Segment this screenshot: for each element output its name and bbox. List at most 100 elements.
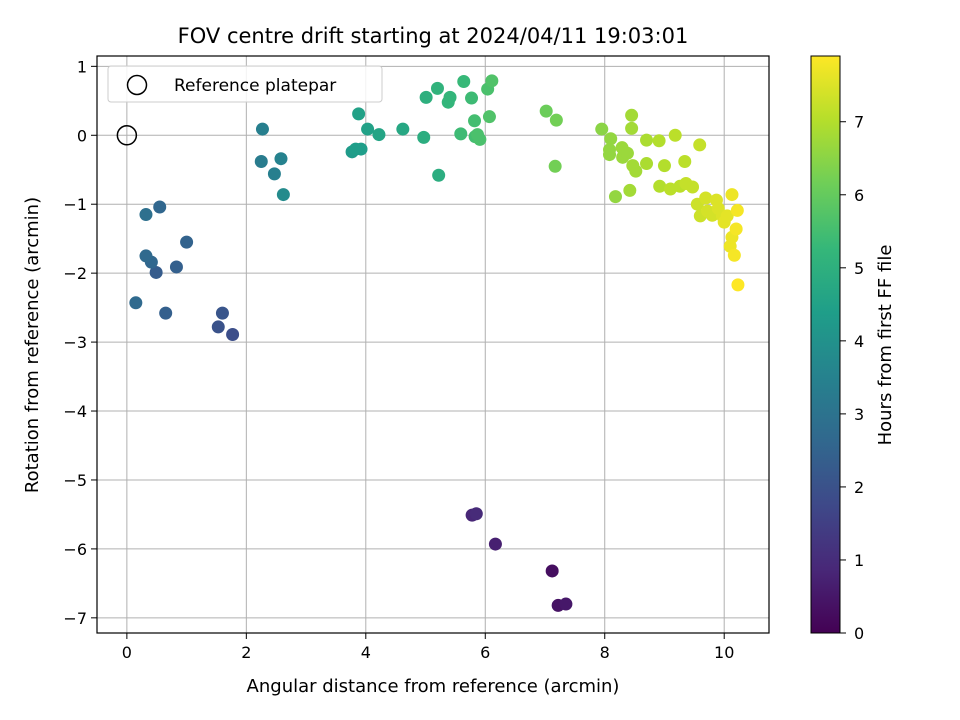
data-point — [372, 128, 386, 142]
legend-label: Reference platepar — [174, 76, 336, 96]
colorbar-tick-label: 4 — [854, 332, 864, 351]
data-point — [274, 152, 288, 166]
data-point — [693, 138, 707, 152]
data-point — [488, 537, 502, 551]
y-tick-label: 1 — [77, 57, 87, 76]
chart-title: FOV centre drift starting at 2024/04/11 … — [178, 24, 689, 48]
colorbar-tick-label: 0 — [854, 624, 864, 643]
x-axis: 0 2 4 6 8 10 — [122, 633, 734, 662]
data-point — [729, 222, 743, 236]
data-point — [457, 75, 471, 89]
data-point — [549, 113, 563, 127]
y-tick-label: −6 — [63, 540, 87, 559]
data-point — [482, 110, 496, 124]
data-point — [149, 265, 163, 279]
colorbar-tick-label: 1 — [854, 551, 864, 570]
x-tick-label: 4 — [361, 643, 371, 662]
data-point — [725, 188, 739, 202]
legend: Reference platepar — [107, 65, 383, 103]
data-point — [361, 122, 375, 136]
colorbar-tick-label: 7 — [854, 113, 864, 132]
data-point — [559, 597, 573, 611]
data-point — [731, 278, 745, 292]
data-point — [620, 146, 634, 160]
x-tick-label: 8 — [600, 643, 610, 662]
data-point — [699, 191, 713, 205]
colorbar-tick-label: 5 — [854, 259, 864, 278]
data-point — [255, 122, 269, 136]
data-point — [485, 74, 499, 88]
data-point — [139, 208, 153, 222]
y-tick-label: −2 — [63, 264, 87, 283]
data-point — [354, 142, 368, 156]
data-point — [443, 90, 457, 104]
scatter-series — [129, 74, 745, 612]
reference-marker — [116, 125, 138, 146]
data-point — [608, 190, 622, 204]
data-point — [471, 128, 485, 142]
x-tick-label: 0 — [122, 643, 132, 662]
data-point — [419, 90, 433, 104]
data-point — [139, 249, 153, 263]
data-point — [226, 328, 240, 342]
plot-grid — [97, 56, 769, 633]
data-point — [276, 188, 290, 202]
data-point — [640, 157, 654, 171]
colorbar-gradient — [810, 55, 841, 634]
legend-box — [107, 65, 383, 103]
y-tick-label: −1 — [63, 195, 87, 214]
data-point — [727, 248, 741, 262]
reference-platepar-point — [116, 125, 138, 146]
data-point — [720, 209, 734, 223]
data-point — [417, 130, 431, 144]
data-point — [180, 235, 194, 249]
data-point — [469, 507, 483, 521]
data-point — [169, 260, 183, 274]
data-point — [686, 180, 700, 194]
colorbar-tick-label: 6 — [854, 186, 864, 205]
data-point — [604, 132, 618, 146]
data-point — [678, 154, 692, 168]
data-point — [267, 167, 281, 181]
x-tick-label: 10 — [714, 643, 734, 662]
data-point — [603, 148, 617, 162]
x-axis-label: Angular distance from reference (arcmin) — [247, 676, 620, 697]
data-point — [430, 81, 444, 95]
data-point — [432, 168, 446, 182]
data-point — [545, 564, 559, 578]
data-point — [668, 128, 682, 142]
data-point — [629, 164, 643, 178]
data-point — [640, 133, 654, 147]
y-tick-label: −4 — [63, 402, 87, 421]
data-point — [625, 108, 639, 122]
y-tick-label: −3 — [63, 333, 87, 352]
data-point — [159, 306, 173, 320]
y-axis-label: Rotation from reference (arcmin) — [22, 197, 43, 493]
y-tick-label: −7 — [63, 609, 87, 628]
colorbar-label: Hours from first FF file — [875, 245, 896, 446]
data-point — [454, 127, 468, 141]
data-point — [215, 306, 229, 320]
data-point — [548, 159, 562, 173]
data-point — [653, 179, 667, 193]
colorbar-ticks: 0 1 2 3 4 5 6 7 — [840, 113, 864, 643]
data-point — [465, 91, 479, 105]
data-point — [730, 203, 744, 217]
data-point — [254, 154, 268, 168]
data-point — [652, 134, 666, 148]
legend-reference-marker — [126, 74, 148, 96]
y-axis: 1 0 −1 −2 −3 −4 −5 −6 −7 — [63, 57, 97, 628]
data-point — [657, 159, 671, 173]
data-point — [129, 296, 143, 310]
data-point — [539, 104, 553, 118]
colorbar-tick-label: 3 — [854, 405, 864, 424]
data-point — [211, 320, 225, 334]
data-point — [352, 107, 366, 121]
data-point — [625, 121, 639, 135]
x-tick-label: 2 — [241, 643, 251, 662]
y-tick-label: −5 — [63, 471, 87, 490]
data-point — [468, 114, 482, 128]
data-point — [623, 183, 637, 197]
x-tick-label: 6 — [480, 643, 490, 662]
